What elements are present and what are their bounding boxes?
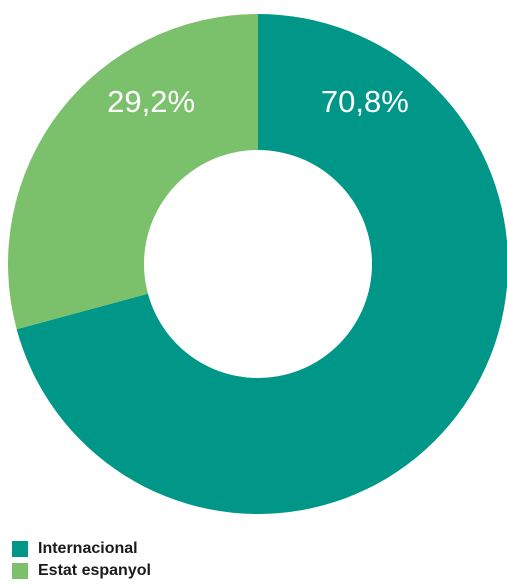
legend-item-internacional: Internacional — [12, 538, 151, 560]
donut-chart: 70,8% 29,2% — [8, 14, 507, 514]
slice-label-internacional: 70,8% — [321, 84, 409, 119]
legend-label-internacional: Internacional — [38, 540, 138, 557]
slice-label-estat-espanyol: 29,2% — [107, 84, 195, 119]
legend: Internacional Estat espanyol — [12, 538, 151, 582]
legend-swatch-estat-espanyol — [12, 563, 28, 579]
slice-internacional — [16, 14, 507, 514]
legend-item-estat-espanyol: Estat espanyol — [12, 560, 151, 582]
legend-swatch-internacional — [12, 541, 28, 557]
legend-label-estat-espanyol: Estat espanyol — [38, 562, 151, 579]
slice-estat-espanyol — [8, 14, 259, 330]
